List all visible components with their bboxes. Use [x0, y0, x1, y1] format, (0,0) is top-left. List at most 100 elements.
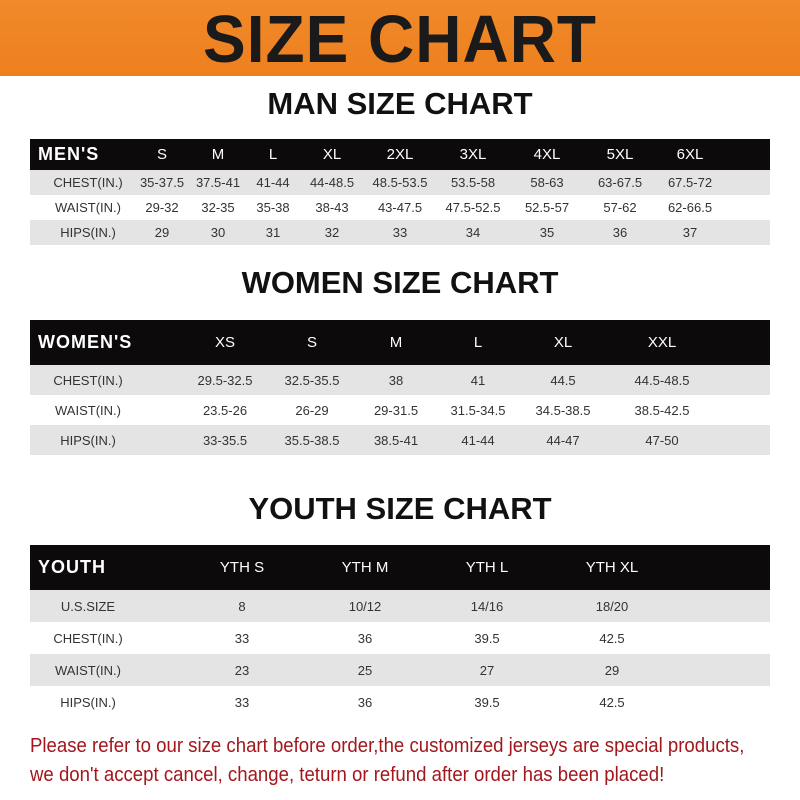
row-label: CHEST(IN.) [53, 175, 123, 190]
size-header: 3XL [459, 146, 487, 163]
size-value: 36 [612, 225, 628, 240]
size-value: 29.5-32.5 [197, 372, 253, 388]
size-value: 26-29 [295, 402, 329, 418]
youth-section-title: YOUTH SIZE CHART [248, 491, 552, 526]
size-header: M [389, 334, 403, 351]
size-value: 23.5-26 [202, 402, 248, 418]
size-value: 39.5 [474, 694, 500, 710]
table-row: U.S.SIZE 8 10/12 14/16 18/20 [30, 590, 770, 622]
table-title-cell: YOUTH [38, 557, 106, 577]
size-value: 33 [234, 630, 250, 646]
size-header: L [268, 146, 278, 163]
size-value: 35-37.5 [139, 175, 185, 190]
size-header: YTH S [219, 559, 265, 576]
size-value: 37 [682, 225, 698, 240]
size-value: 8 [238, 598, 246, 614]
size-value: 27 [479, 662, 495, 678]
size-value: 35 [539, 225, 555, 240]
row-label: CHEST(IN.) [53, 372, 123, 388]
size-value: 58-63 [530, 175, 564, 190]
size-value: 44.5-48.5 [634, 372, 690, 388]
size-value: 33-35.5 [202, 432, 248, 448]
size-value: 31 [265, 225, 281, 240]
size-value: 44.5 [550, 372, 576, 388]
size-value: 57-62 [603, 200, 637, 215]
size-header: XS [214, 334, 236, 351]
size-value: 31.5-34.5 [450, 402, 506, 418]
size-chart-banner: SIZE CHART [0, 0, 800, 77]
notice-line-2: we don't accept cancel, change, teturn o… [30, 764, 665, 786]
size-value: 44-47 [546, 432, 580, 448]
size-header: 6XL [676, 146, 704, 163]
size-value: 44-48.5 [309, 175, 355, 190]
size-value: 32 [324, 225, 340, 240]
size-value: 62-66.5 [667, 200, 713, 215]
size-value: 33 [234, 694, 250, 710]
size-header: L [473, 334, 483, 351]
size-value: 29 [604, 662, 620, 678]
size-value: 42.5 [599, 630, 625, 646]
row-label: HIPS(IN.) [60, 694, 116, 710]
table-header-row: MEN'S S M L XL 2XL 3XL 4XL 5XL 6XL [30, 139, 770, 170]
row-label: HIPS(IN.) [60, 432, 116, 448]
size-header: 2XL [386, 146, 414, 163]
size-value: 34.5-38.5 [535, 402, 591, 418]
size-header: XL [553, 334, 573, 351]
table-row: WAIST(IN.) 29-32 32-35 35-38 38-43 43-47.5 47.… [30, 195, 770, 220]
size-value: 25 [357, 662, 373, 678]
size-header: YTH XL [585, 559, 639, 576]
size-value: 32-35 [201, 200, 235, 215]
size-value: 36 [357, 630, 373, 646]
table-row: HIPS(IN.) 33 36 39.5 42.5 [30, 686, 770, 718]
table-row: CHEST(IN.) 29.5-32.5 32.5-35.5 38 41 44.5 44.5… [30, 365, 770, 395]
size-header: XXL [647, 334, 677, 351]
size-value: 23 [234, 662, 250, 678]
table-row: HIPS(IN.) 33-35.5 35.5-38.5 38.5-41 41-44 44-… [30, 425, 770, 455]
size-header: S [156, 146, 168, 163]
size-value: 33 [392, 225, 408, 240]
row-label: U.S.SIZE [60, 598, 116, 614]
size-value: 47.5-52.5 [445, 200, 501, 215]
size-value: 63-67.5 [597, 175, 643, 190]
size-header: XL [322, 146, 342, 163]
row-label: WAIST(IN.) [55, 402, 121, 418]
notice-line-1: Please refer to our size chart before or… [30, 735, 745, 757]
size-value: 47-50 [645, 432, 679, 448]
banner-title: SIZE CHART [203, 1, 597, 77]
size-value: 29-31.5 [373, 402, 419, 418]
size-header: 4XL [533, 146, 561, 163]
size-value: 29-32 [145, 200, 179, 215]
size-value: 38.5-42.5 [634, 402, 690, 418]
table-title-cell: MEN'S [38, 144, 100, 164]
size-value: 52.5-57 [524, 200, 570, 215]
table-title-cell: WOMEN'S [38, 332, 133, 352]
row-label: CHEST(IN.) [53, 630, 123, 646]
size-value: 37.5-41 [195, 175, 241, 190]
size-header: S [306, 334, 318, 351]
size-value: 10/12 [348, 598, 382, 614]
size-value: 18/20 [595, 598, 629, 614]
size-value: 67.5-72 [667, 175, 713, 190]
size-header: 5XL [606, 146, 634, 163]
table-row: WAIST(IN.) 23.5-26 26-29 29-31.5 31.5-34.5 34… [30, 395, 770, 425]
women-section-title: WOMEN SIZE CHART [241, 265, 559, 300]
size-value: 41-44 [256, 175, 290, 190]
size-value: 43-47.5 [377, 200, 423, 215]
size-header: YTH M [341, 559, 389, 576]
table-row: WAIST(IN.) 23 25 27 29 [30, 654, 770, 686]
size-value: 41-44 [461, 432, 495, 448]
table-header-row: YOUTH YTH S YTH M YTH L YTH XL [30, 545, 770, 590]
table-row: HIPS(IN.) 29 30 31 32 33 34 35 36 37 [30, 220, 770, 245]
size-value: 38 [388, 372, 404, 388]
size-value: 30 [210, 225, 226, 240]
size-header: YTH L [465, 559, 509, 576]
size-value: 38.5-41 [373, 432, 419, 448]
row-label: WAIST(IN.) [55, 662, 121, 678]
size-value: 41 [470, 372, 486, 388]
size-value: 29 [154, 225, 170, 240]
size-value: 14/16 [470, 598, 504, 614]
size-value: 53.5-58 [450, 175, 496, 190]
size-header: M [211, 146, 225, 163]
size-value: 35-38 [256, 200, 290, 215]
size-value: 34 [465, 225, 481, 240]
